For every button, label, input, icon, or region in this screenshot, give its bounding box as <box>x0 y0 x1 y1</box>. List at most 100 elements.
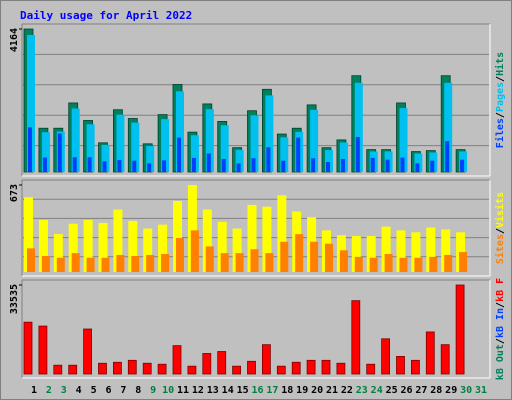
legend-entry: Hits <box>494 52 506 76</box>
bar <box>113 361 122 375</box>
bar <box>87 157 92 172</box>
bar <box>158 224 168 272</box>
bar <box>261 344 271 375</box>
legend-entry: Visits <box>494 192 506 228</box>
bar <box>57 133 62 172</box>
x-tick-label: 10 <box>162 385 174 396</box>
bar <box>205 246 214 272</box>
bar <box>116 114 125 172</box>
bar <box>444 82 453 172</box>
bar <box>68 223 78 272</box>
bar <box>27 248 35 272</box>
bar <box>295 234 304 272</box>
legend-separator: / <box>495 112 506 118</box>
legend-separator: / <box>495 76 506 82</box>
bar <box>232 365 242 375</box>
bar <box>399 108 408 172</box>
x-tick-label: 31 <box>475 385 487 396</box>
bar <box>86 257 95 272</box>
bar <box>381 338 391 375</box>
bar <box>202 209 212 272</box>
bar <box>444 254 453 272</box>
legend-entry: kB F <box>495 278 506 302</box>
bar <box>339 250 348 272</box>
bar <box>177 137 181 172</box>
bar <box>38 220 48 272</box>
bar <box>28 127 32 172</box>
bar <box>176 91 184 172</box>
bar <box>98 362 107 375</box>
legend-entry: kB In <box>495 308 506 338</box>
bar <box>42 157 47 172</box>
bar <box>266 147 271 172</box>
bar <box>68 364 78 375</box>
bar <box>311 158 316 172</box>
bar <box>265 253 274 272</box>
bar <box>113 209 123 272</box>
bar <box>83 328 92 375</box>
bar <box>366 363 376 375</box>
bar <box>355 136 360 172</box>
x-tick-label: 9 <box>150 385 156 396</box>
bar <box>325 243 333 272</box>
bar <box>441 229 451 272</box>
bar <box>326 162 330 172</box>
bar <box>162 160 167 172</box>
bar <box>131 122 140 172</box>
bar <box>369 257 378 272</box>
bar <box>306 359 316 375</box>
y-tick-label: 673 <box>9 184 20 202</box>
bar <box>221 158 226 172</box>
bar <box>127 359 137 375</box>
bar <box>325 150 333 172</box>
bar <box>396 230 406 272</box>
x-tick-label: 3 <box>61 385 67 396</box>
bar <box>117 159 122 172</box>
bar <box>176 238 184 272</box>
y-tick-label: 4164 <box>9 28 20 52</box>
legend-entry: Sites <box>494 234 506 264</box>
bar <box>161 119 170 172</box>
bar <box>173 201 182 272</box>
bar <box>71 253 80 272</box>
legend-separator: / <box>495 228 506 234</box>
x-tick-label: 25 <box>386 385 398 396</box>
x-tick-label: 17 <box>266 385 278 396</box>
bar <box>217 221 227 272</box>
bar <box>370 157 375 172</box>
bar <box>56 257 65 272</box>
bar <box>24 197 33 272</box>
bar <box>190 230 199 272</box>
legend: Sites/Visits <box>494 192 506 264</box>
bar <box>98 222 108 272</box>
bar <box>161 254 170 272</box>
bar <box>142 362 152 375</box>
bar <box>132 160 137 172</box>
bar <box>414 257 423 272</box>
bar <box>410 359 420 375</box>
bar <box>426 227 436 272</box>
bar <box>351 236 361 272</box>
bar <box>205 109 214 172</box>
bar <box>217 351 227 375</box>
bar <box>460 159 465 172</box>
bar <box>384 254 393 272</box>
bar <box>277 195 287 272</box>
bar <box>440 344 450 375</box>
bar <box>53 364 63 375</box>
bar <box>41 255 50 272</box>
x-tick-label: 30 <box>460 385 472 396</box>
bar <box>445 141 450 172</box>
bar <box>41 132 50 172</box>
x-tick-label: 28 <box>430 385 442 396</box>
bar <box>146 145 155 172</box>
legend-separator: / <box>495 302 506 308</box>
bar <box>281 160 286 172</box>
bar <box>385 159 390 172</box>
x-tick-label: 18 <box>281 385 293 396</box>
bar <box>250 249 259 272</box>
chart-title: Daily usage for April 2022 <box>20 9 192 22</box>
bar <box>415 163 420 172</box>
bar <box>351 300 361 375</box>
bar <box>86 124 95 172</box>
